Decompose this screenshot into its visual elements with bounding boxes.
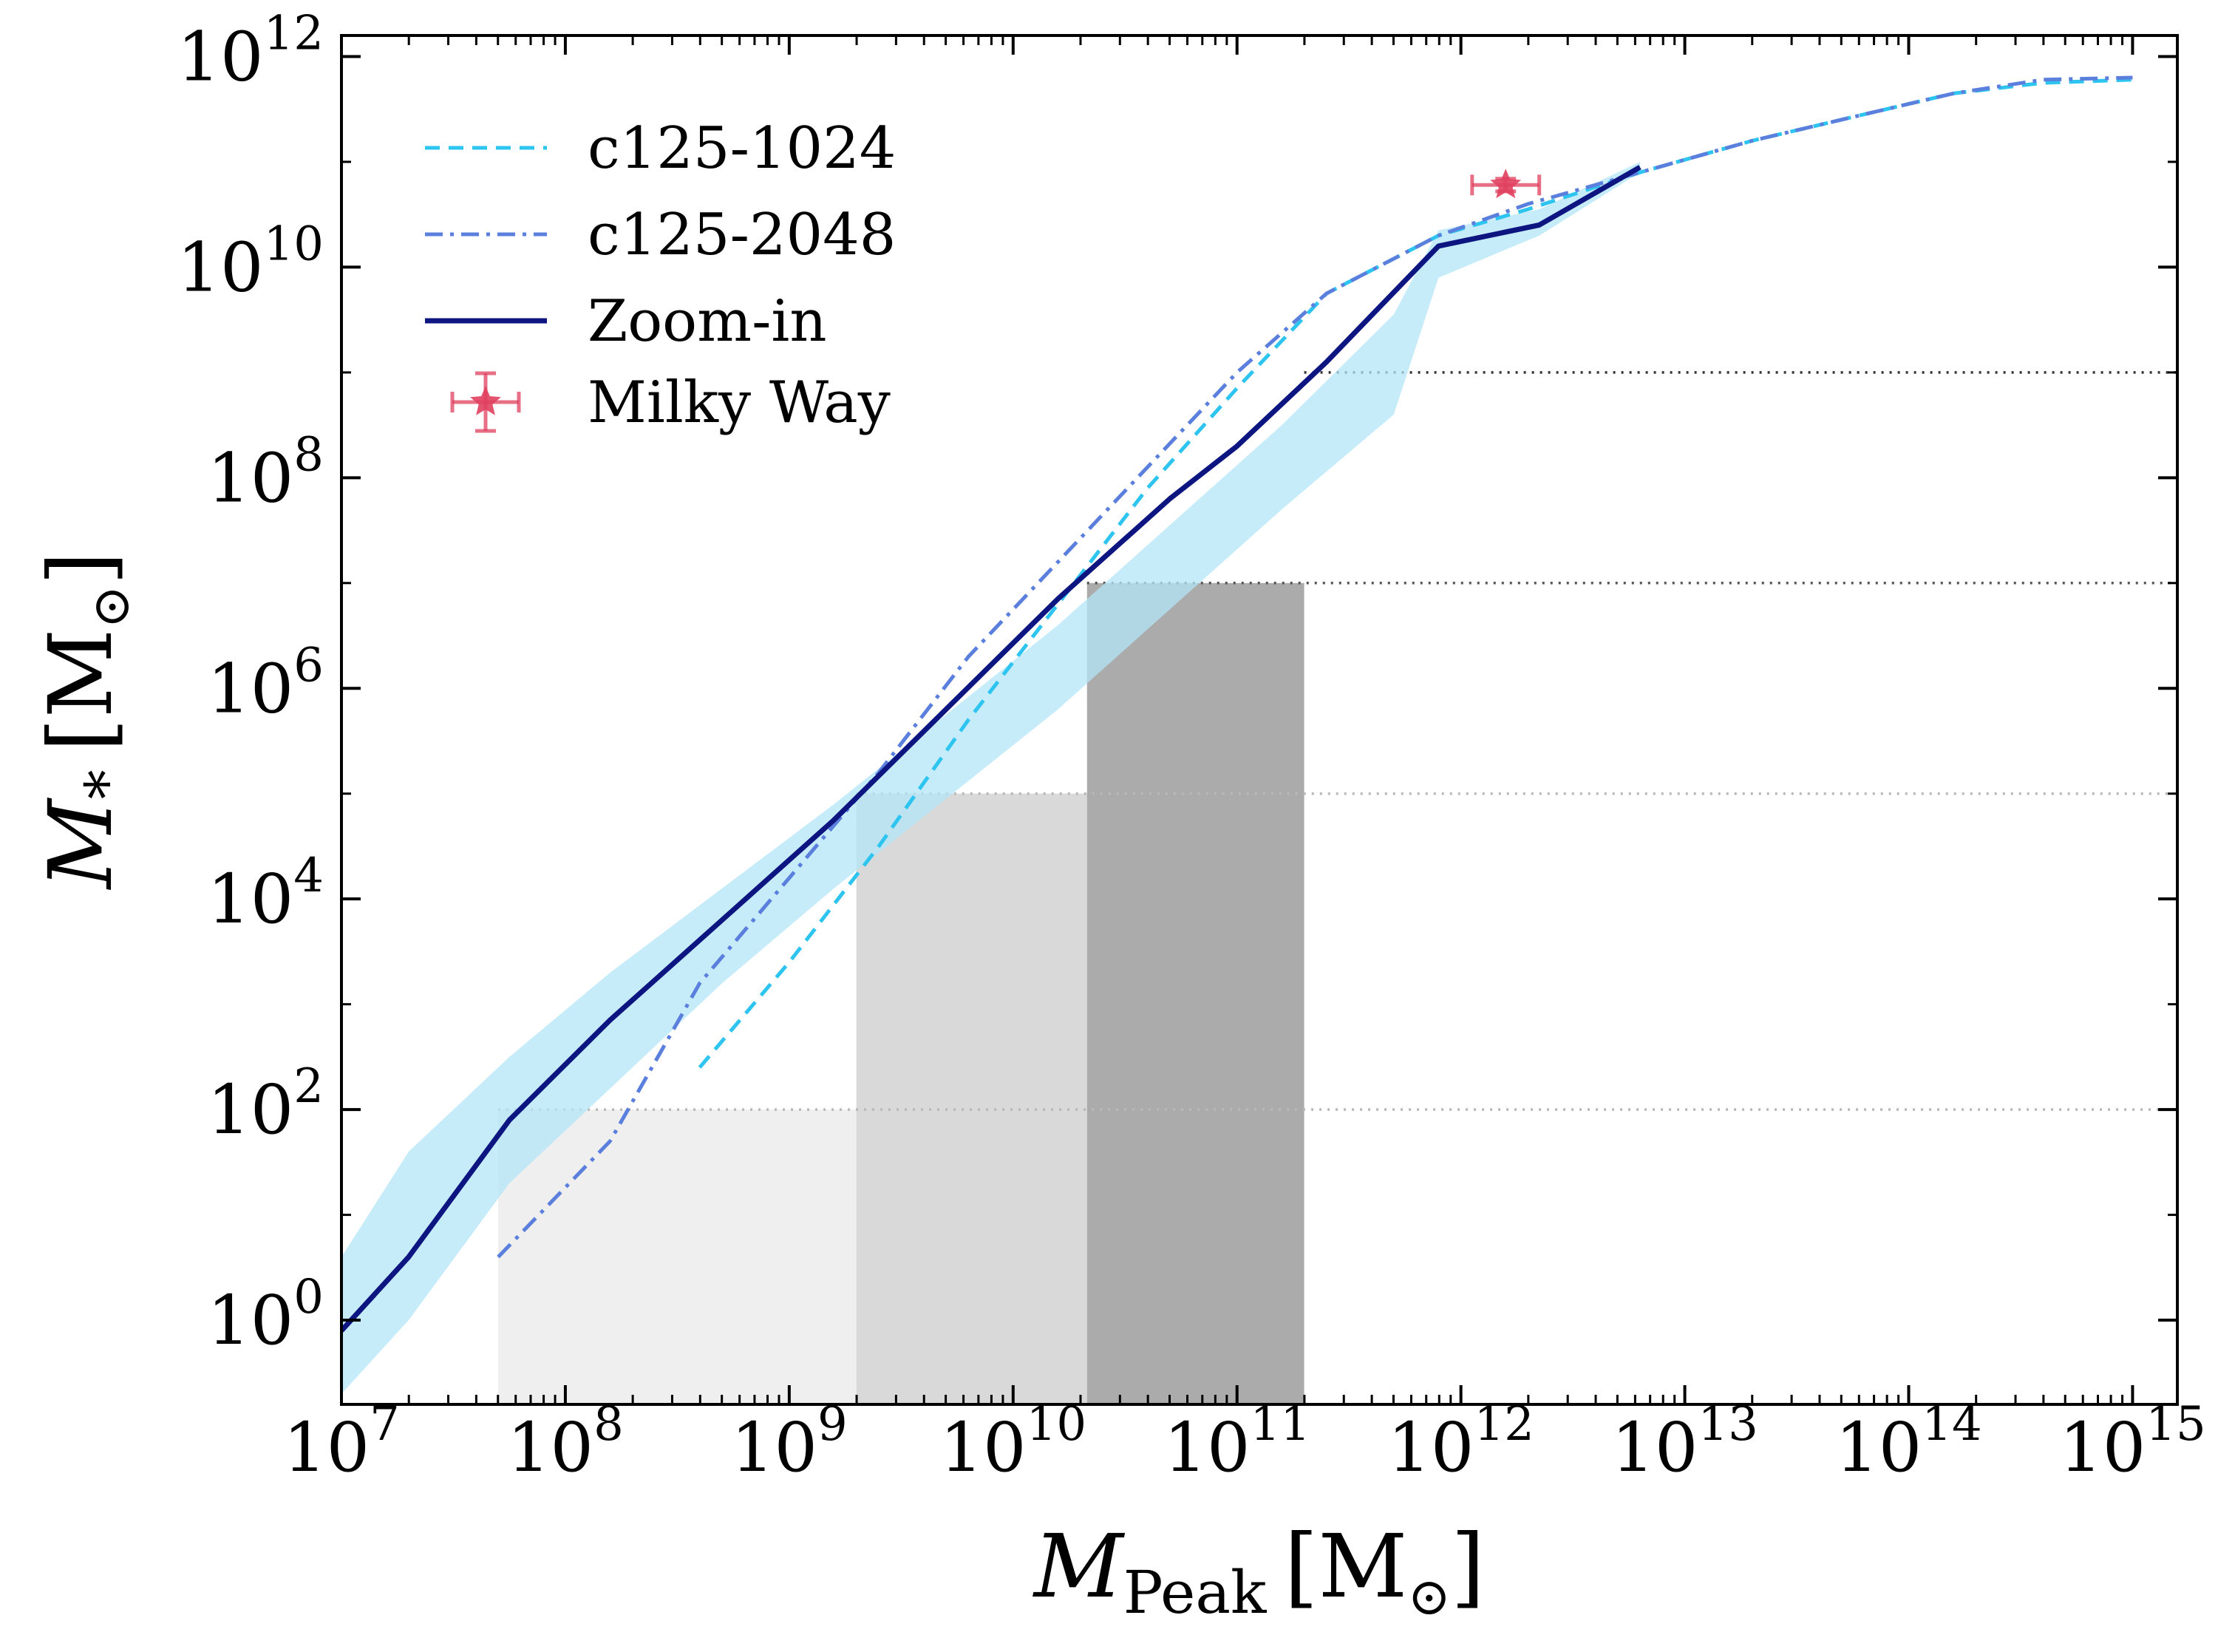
x-tick-label-14-base: 10 <box>1835 1408 1922 1487</box>
y-tick-label-2-base: 10 <box>207 1070 293 1149</box>
legend-label-c125-1024: c125-1024 <box>588 115 896 182</box>
x-tick-label-14: 1014 <box>1835 1397 1982 1487</box>
x-tick-label-8: 108 <box>507 1397 624 1487</box>
y-tick-label-0-exponent: 0 <box>293 1270 324 1325</box>
x-axis-unit-close: ] <box>1451 1515 1485 1617</box>
y-tick-label-0: 100 <box>207 1270 324 1360</box>
legend-swatch-milky-way <box>450 371 521 433</box>
y-tick-label-10-exponent: 10 <box>264 217 324 271</box>
x-axis-sun-symbol: ⊙ <box>1407 1566 1451 1627</box>
y-tick-label-8-base: 10 <box>207 438 293 517</box>
legend-label-milky-way: Milky Way <box>588 370 891 436</box>
x-tick-label-15-exponent: 15 <box>2146 1397 2205 1452</box>
y-tick-label-4: 104 <box>207 849 324 939</box>
legend-label-zoom-in: Zoom-in <box>588 288 827 355</box>
x-axis-symbol: M <box>1033 1515 1126 1617</box>
x-tick-label-11: 1011 <box>1163 1397 1310 1487</box>
series-line-c125-2048 <box>497 75 2133 1259</box>
x-tick-label-12: 1012 <box>1387 1397 1534 1487</box>
y-tick-label-2: 102 <box>207 1059 324 1149</box>
y-axis-symbol: M <box>30 797 132 890</box>
y-tick-label-10-base: 10 <box>177 228 263 307</box>
y-axis-unit: [M <box>30 629 132 752</box>
shaded-region-mid <box>856 793 1087 1404</box>
x-tick-label-12-exponent: 12 <box>1474 1397 1534 1452</box>
milky-way-marker <box>1470 169 1542 199</box>
y-tick-label-12-base: 10 <box>177 17 263 96</box>
x-tick-label-8-base: 10 <box>507 1408 593 1487</box>
y-tick-label-4-exponent: 4 <box>293 849 324 903</box>
x-tick-label-10-exponent: 10 <box>1027 1397 1086 1452</box>
milky-way-point-star-icon <box>1490 169 1522 199</box>
x-axis-unit: [M <box>1285 1515 1408 1617</box>
plot-frame <box>340 34 2179 1406</box>
axis-ticks <box>340 35 2177 1404</box>
y-tick-label-6-exponent: 6 <box>293 638 324 693</box>
legend-milky-way-star-icon <box>470 386 501 415</box>
scatter-band <box>341 162 1640 1394</box>
resolution-shaded-regions <box>498 582 1304 1404</box>
legend-label-c125-2048: c125-2048 <box>588 202 896 268</box>
x-tick-labels: 107 108 109 1010 1011 1012 1013 1014 1015 <box>283 1397 2206 1487</box>
y-tick-label-10: 1010 <box>177 217 324 307</box>
y-tick-label-6-base: 10 <box>207 649 293 728</box>
y-tick-label-12-exponent: 12 <box>264 6 324 61</box>
shaded-region-light <box>498 1109 857 1404</box>
y-axis-label: M* [M⊙] <box>30 551 141 890</box>
x-tick-label-10: 1010 <box>940 1397 1087 1487</box>
x-tick-label-9: 109 <box>731 1397 848 1487</box>
x-tick-label-8-exponent: 8 <box>593 1397 624 1452</box>
x-tick-label-7-exponent: 7 <box>370 1397 400 1452</box>
y-tick-label-12: 1012 <box>177 6 324 96</box>
y-tick-label-0-base: 10 <box>207 1281 293 1360</box>
series-lines <box>341 75 2133 1333</box>
x-tick-label-11-exponent: 11 <box>1251 1397 1310 1452</box>
zoom-in-scatter-band <box>341 162 1640 1394</box>
x-tick-label-13-exponent: 13 <box>1698 1397 1758 1452</box>
y-tick-label-8-exponent: 8 <box>293 427 324 482</box>
legend: c125-1024 c125-2048 Zoom-in Milky Way <box>425 115 896 436</box>
x-tick-label-7: 107 <box>283 1397 400 1487</box>
y-axis-sun-symbol: ⊙ <box>81 585 141 629</box>
x-axis-subscript: Peak <box>1123 1558 1268 1627</box>
y-axis-unit-close: ] <box>30 551 132 585</box>
series-line-zoom-in <box>341 165 1642 1333</box>
x-tick-label-15: 1015 <box>2059 1397 2206 1487</box>
x-tick-label-13-base: 10 <box>1611 1408 1698 1487</box>
x-tick-label-9-exponent: 9 <box>817 1397 848 1452</box>
x-tick-label-9-base: 10 <box>731 1408 817 1487</box>
x-tick-label-7-base: 10 <box>283 1408 370 1487</box>
x-tick-label-15-base: 10 <box>2059 1408 2146 1487</box>
x-tick-label-14-exponent: 14 <box>1922 1397 1981 1452</box>
reference-lines <box>498 371 2177 1111</box>
y-axis-subscript: * <box>72 769 141 799</box>
x-tick-label-11-base: 10 <box>1163 1408 1250 1487</box>
y-tick-label-2-exponent: 2 <box>293 1059 324 1114</box>
x-tick-label-10-base: 10 <box>940 1408 1027 1487</box>
x-axis-label: MPeak [M⊙] <box>1033 1515 1485 1627</box>
y-tick-label-4-base: 10 <box>207 860 293 939</box>
shaded-region-dark <box>1086 582 1304 1404</box>
y-tick-label-6: 106 <box>207 638 324 728</box>
y-tick-label-8: 108 <box>207 427 324 517</box>
x-tick-label-12-base: 10 <box>1387 1408 1474 1487</box>
x-tick-label-13: 1013 <box>1611 1397 1758 1487</box>
